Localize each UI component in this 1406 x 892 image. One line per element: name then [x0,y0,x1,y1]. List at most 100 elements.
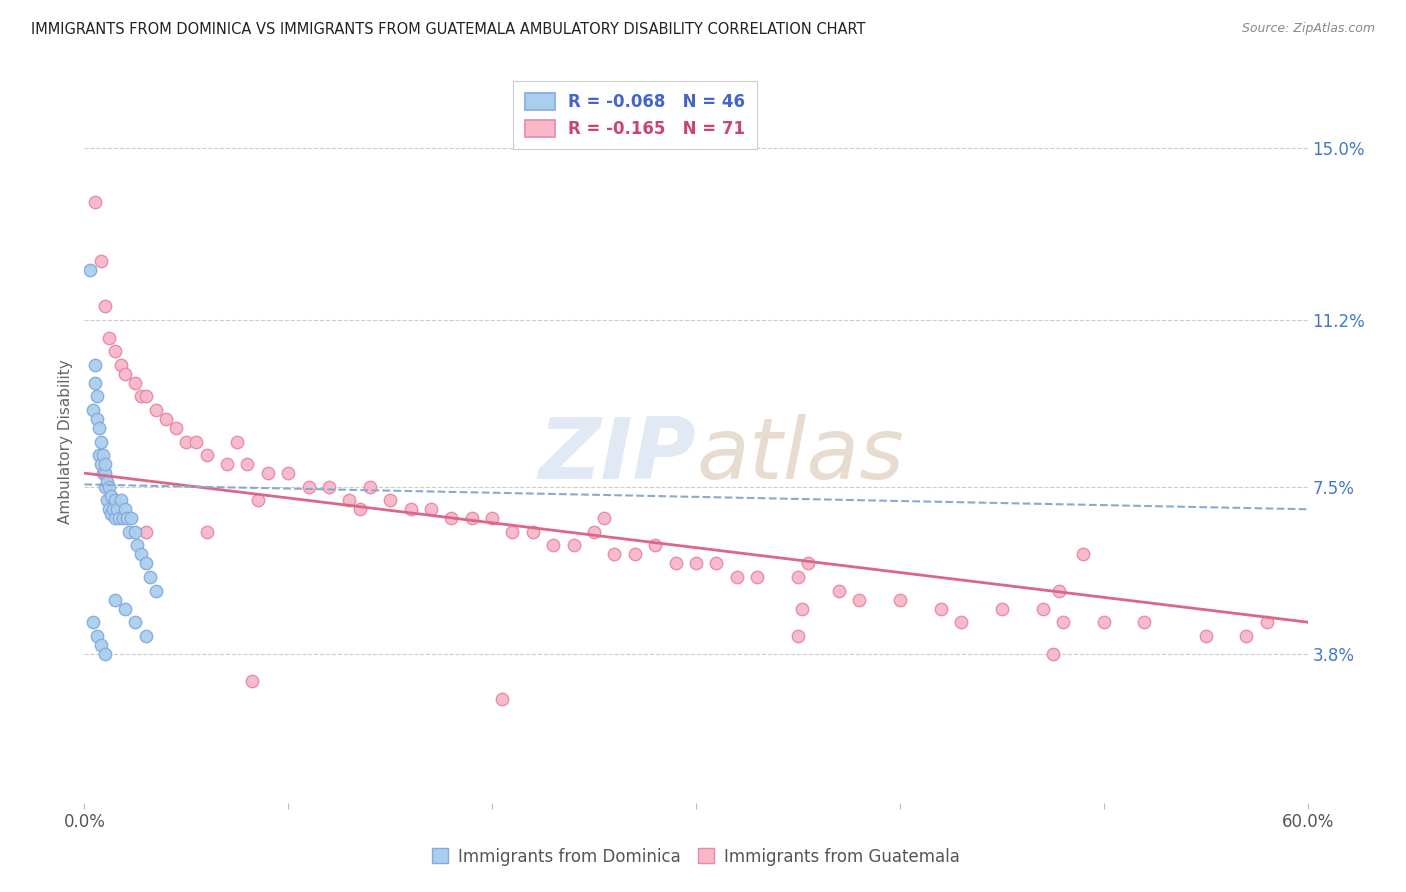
Point [104,344,127,359]
Point [491,692,513,706]
Point [298,480,321,494]
Point [82,403,104,417]
Text: Source: ZipAtlas.com: Source: ZipAtlas.com [1241,22,1375,36]
Text: atlas: atlas [696,415,904,498]
Point [1256,615,1278,630]
Text: IMMIGRANTS FROM DOMINICA VS IMMIGRANTS FROM GUATEMALA AMBULATORY DISABILITY CORR: IMMIGRANTS FROM DOMINICA VS IMMIGRANTS F… [31,22,866,37]
Point [93,647,115,661]
Point [124,615,146,630]
Point [96,493,118,508]
Point [246,493,269,508]
Point [101,502,124,516]
Point [87,448,110,462]
Point [145,403,167,417]
Point [706,557,728,571]
Point [165,421,187,435]
Point [929,601,952,615]
Point [399,502,422,516]
Point [83,358,105,372]
Point [420,502,443,516]
Point [593,511,616,525]
Point [665,557,688,571]
Point [108,511,131,525]
Point [90,434,112,449]
Point [155,412,177,426]
Point [110,358,132,372]
Point [522,524,544,539]
Point [562,538,585,552]
Point [277,466,299,480]
Point [93,299,115,313]
Point [583,524,606,539]
Point [91,448,114,462]
Point [624,548,647,562]
Point [93,466,115,480]
Point [90,457,112,471]
Point [110,493,132,508]
Point [991,601,1014,615]
Point [104,592,127,607]
Point [950,615,973,630]
Point [124,376,146,390]
Point [440,511,463,525]
Point [644,538,666,552]
Point [1052,615,1074,630]
Point [100,489,122,503]
Point [1042,647,1064,661]
Point [114,601,136,615]
Point [240,673,263,688]
Point [828,583,851,598]
Point [1092,615,1115,630]
Point [86,389,108,403]
Point [787,629,810,643]
Point [226,434,249,449]
Point [100,507,122,521]
Point [217,457,239,471]
Point [131,389,153,403]
Point [93,480,115,494]
Point [97,480,120,494]
Point [79,263,101,277]
Text: ZIP: ZIP [538,415,696,498]
Point [82,615,104,630]
Point [349,502,371,516]
Point [174,434,197,449]
Point [135,629,157,643]
Point [195,524,218,539]
Point [1047,583,1070,598]
Point [145,583,167,598]
Point [195,448,218,462]
Point [725,570,748,584]
Point [848,592,870,607]
Point [481,511,503,525]
Point [257,466,280,480]
Point [114,367,136,381]
Point [124,524,146,539]
Point [104,493,127,508]
Point [787,570,810,584]
Point [461,511,484,525]
Point [135,524,157,539]
Point [138,570,160,584]
Point [318,480,340,494]
Point [112,511,135,525]
Point [543,538,565,552]
Point [97,502,120,516]
Point [105,502,128,516]
Point [685,557,707,571]
Point [790,601,813,615]
Point [96,475,118,490]
Point [1133,615,1156,630]
Point [86,629,108,643]
Point [603,548,626,562]
Point [90,253,112,268]
Point [889,592,911,607]
Point [114,502,136,516]
Point [380,493,402,508]
Point [236,457,259,471]
Point [359,480,381,494]
Point [120,511,142,525]
Point [83,195,105,210]
Y-axis label: Ambulatory Disability: Ambulatory Disability [58,359,73,524]
Point [131,548,153,562]
